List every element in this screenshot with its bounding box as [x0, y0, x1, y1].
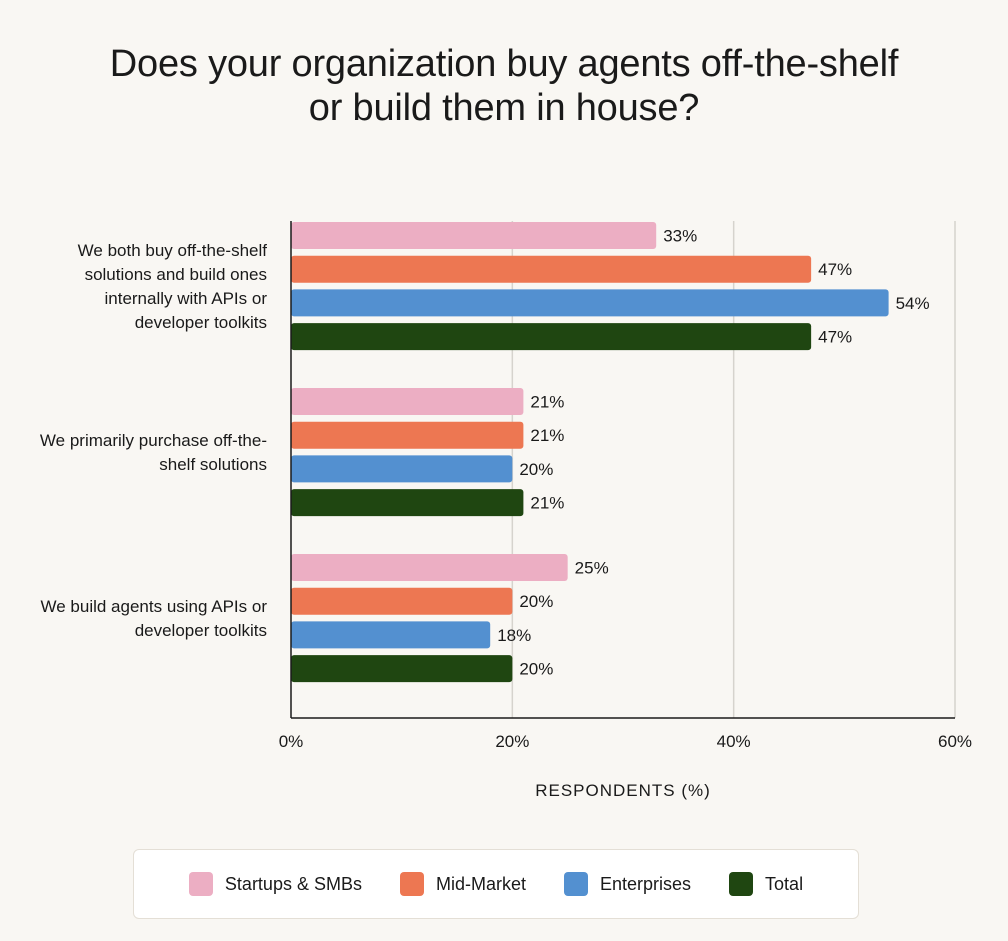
data-label-total-cat2: 21% — [530, 494, 564, 513]
bar-chart: 33% 21% 25% 47% 21% 20% 54% 20% 18% 47% 21% 20% 0% 20… — [40, 221, 972, 800]
chart-title-line-2: or build them in house? — [308, 87, 700, 129]
bar-mid-market-cat2 — [291, 421, 524, 449]
data-label-mid-market-cat1: 47% — [818, 260, 852, 279]
legend-item-startups-smbs: Startups & SMBs — [188, 872, 362, 896]
category-label-3-line-1: We build agents using APIs or — [41, 597, 268, 616]
category-label-3-line-2: developer toolkits — [135, 621, 267, 640]
chart-legend: Startups & SMBs Mid-Market Enterprises Tota… — [133, 849, 859, 919]
x-tick-label-0: 0% — [279, 732, 304, 751]
data-label-total-cat3: 20% — [519, 660, 553, 679]
legend-item-total: Total — [729, 872, 803, 896]
legend-swatch-mid-market — [399, 872, 424, 896]
bar-enterprises-cat1 — [291, 289, 889, 317]
chart-title: Does your organization buy agents off-th… — [0, 42, 1008, 130]
bar-mid-market-cat3 — [291, 587, 513, 615]
data-label-startups-smbs-cat3: 25% — [575, 559, 609, 578]
data-label-enterprises-cat2: 20% — [519, 460, 553, 479]
legend-label-enterprises: Enterprises — [600, 873, 692, 894]
legend-item-enterprises: Enterprises — [564, 872, 691, 896]
category-label-1-line-2: solutions and build ones — [85, 265, 267, 284]
legend-swatch-total — [729, 872, 754, 896]
legend-label-mid-market: Mid-Market — [435, 873, 526, 894]
category-label-1-line-3: internally with APIs or — [104, 289, 267, 308]
legend-item-mid-market: Mid-Market — [399, 872, 526, 896]
bar-enterprises-cat3 — [291, 621, 491, 649]
data-label-enterprises-cat1: 54% — [896, 294, 930, 313]
data-label-enterprises-cat3: 18% — [497, 626, 531, 645]
data-label-startups-smbs-cat2: 21% — [530, 393, 564, 412]
legend-swatch-enterprises — [564, 872, 588, 896]
bar-startups-smbs-cat1 — [291, 222, 657, 249]
bar-mid-market-cat1 — [291, 255, 812, 283]
bar-startups-smbs-cat2 — [291, 388, 524, 415]
data-label-total-cat1: 47% — [818, 328, 852, 347]
bar-total-cat3 — [291, 655, 513, 683]
x-tick-label-20: 20% — [495, 732, 529, 751]
x-axis-title: RESPONDENTS (%) — [535, 781, 711, 800]
bar-total-cat1 — [291, 323, 812, 351]
data-label-mid-market-cat3: 20% — [519, 592, 553, 611]
data-label-startups-smbs-cat1: 33% — [663, 227, 697, 246]
category-label-2-line-1: We primarily purchase off-the- — [40, 431, 267, 450]
bar-total-cat2 — [291, 489, 524, 517]
category-label-1-line-1: We both buy off-the-shelf — [78, 241, 268, 260]
chart-title-line-1: Does your organization buy agents off-th… — [109, 43, 899, 85]
bar-enterprises-cat2 — [291, 455, 513, 483]
legend-label-total: Total — [765, 873, 804, 894]
legend-swatch-startups-smbs — [188, 872, 213, 896]
x-tick-label-60: 60% — [938, 732, 972, 751]
data-label-mid-market-cat2: 21% — [530, 426, 564, 445]
category-label-2-line-2: shelf solutions — [159, 455, 267, 474]
legend-label-startups-smbs: Startups & SMBs — [224, 873, 362, 894]
x-tick-label-40: 40% — [717, 732, 751, 751]
bar-startups-smbs-cat3 — [291, 554, 568, 581]
category-label-1-line-4: developer toolkits — [135, 313, 267, 332]
